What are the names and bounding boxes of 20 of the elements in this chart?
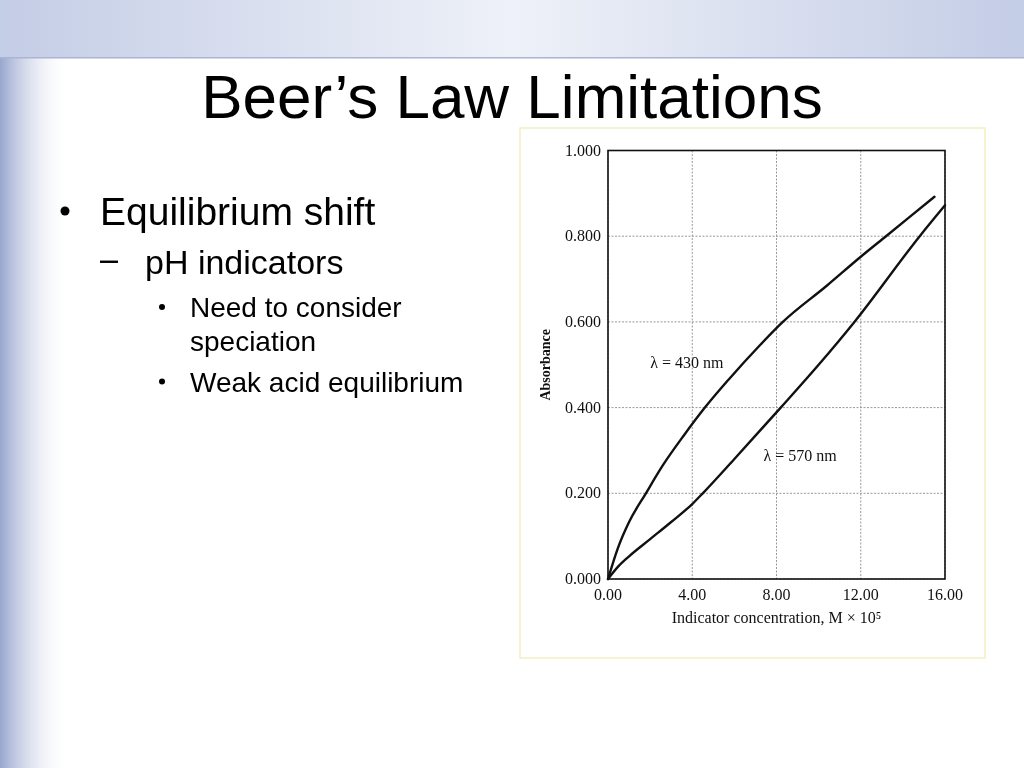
text: Need to consider speciation <box>190 292 402 357</box>
x-tick-label: 8.00 <box>762 586 791 603</box>
y-tick-label: 0.400 <box>565 398 601 416</box>
y-tick-label: 1.000 <box>565 141 601 159</box>
chart-title: Beer’s Law Limitations <box>201 62 823 131</box>
y-tick-label: 0.000 <box>565 570 601 587</box>
y-axis-title: Absorbance <box>538 328 553 401</box>
x-tick-label: 12.00 <box>842 586 879 603</box>
x-tick-label: 4.00 <box>678 586 707 603</box>
x-tick-label: 0.00 <box>594 586 622 603</box>
text: pH indicators <box>145 243 344 281</box>
series-label: λ = 430 nm <box>650 353 724 371</box>
series-label: λ = 570 nm <box>763 447 838 465</box>
text: Equilibrium shift <box>100 190 376 233</box>
x-tick-label: 16.00 <box>927 586 963 603</box>
x-axis-title: Indicator concentration, M × 10⁵ <box>671 609 882 626</box>
y-tick-label: 0.600 <box>565 312 601 330</box>
y-tick-label: 0.800 <box>565 227 601 245</box>
text: Weak acid equilibrium <box>190 366 464 398</box>
y-tick-label: 0.200 <box>565 484 601 502</box>
